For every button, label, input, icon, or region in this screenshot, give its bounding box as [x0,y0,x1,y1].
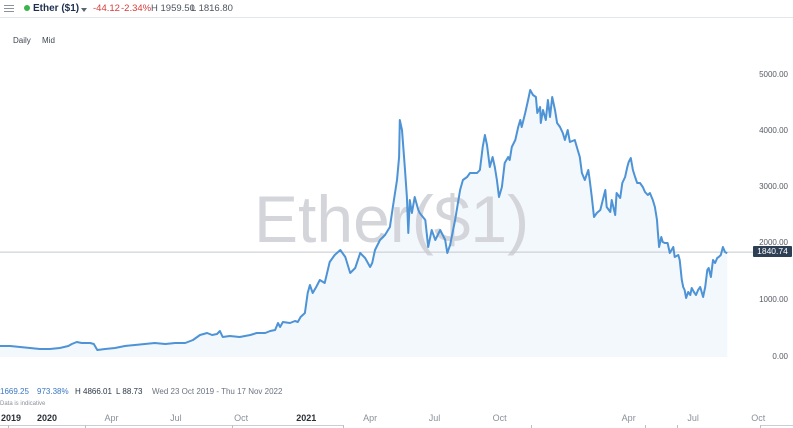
footer-change-percent: 973.38% [37,387,69,396]
price-area-fill [0,90,728,357]
x-tick-label: Apr [104,413,119,423]
instrument-name[interactable]: Ether ($1) [33,3,80,14]
price-change: -44.12 [93,3,120,14]
y-tick-label: 4000.00 [759,126,788,135]
footer-last-price: 1669.25 [0,387,29,396]
instrument-header: Ether ($1) -44.12 -2.34% H 1959.50 L 181… [0,0,793,18]
footer-date-range: Wed 23 Oct 2019 - Thu 17 Nov 2022 [152,387,283,396]
navigator-handle[interactable] [760,425,793,426]
y-tick-label: 3000.00 [759,182,788,191]
x-tick-label: Oct [234,413,249,423]
market-status-dot-icon [24,5,30,11]
x-tick-label: Oct [751,413,766,423]
data-disclaimer: Data is indicative [0,401,46,407]
y-tick-label: 0.00 [772,352,788,361]
session-high: H 1959.50 [151,3,195,14]
price-line-series [0,89,728,351]
x-tick-label: 2020 [36,413,58,423]
x-tick-label: Jul [687,413,699,423]
x-tick-label: Jul [428,413,441,423]
price-change-percent: -2.34% [121,3,152,14]
price-type-selector[interactable]: Mid [42,36,55,45]
footer-high: H 4866.01 [75,387,112,396]
x-tick-label: Oct [492,413,507,423]
footer-low: L 88.73 [116,387,143,396]
current-price-tag: 1840.74 [753,246,792,258]
x-tick-label: Jul [170,413,182,423]
session-low: L 1816.80 [191,3,233,14]
caret-down-icon[interactable] [81,8,87,12]
x-tick-label: Apr [621,413,636,423]
x-tick-label: 2021 [296,413,317,423]
y-tick-label: 1000.00 [759,295,788,304]
hamburger-icon[interactable] [4,4,14,13]
interval-selector[interactable]: Daily [13,36,31,45]
x-tick-label: 2019 [1,413,22,423]
y-tick-label: 2000.00 [759,238,788,247]
navigator-border [0,425,343,426]
y-tick-label: 5000.00 [759,70,788,79]
x-tick-label: Apr [363,413,378,423]
